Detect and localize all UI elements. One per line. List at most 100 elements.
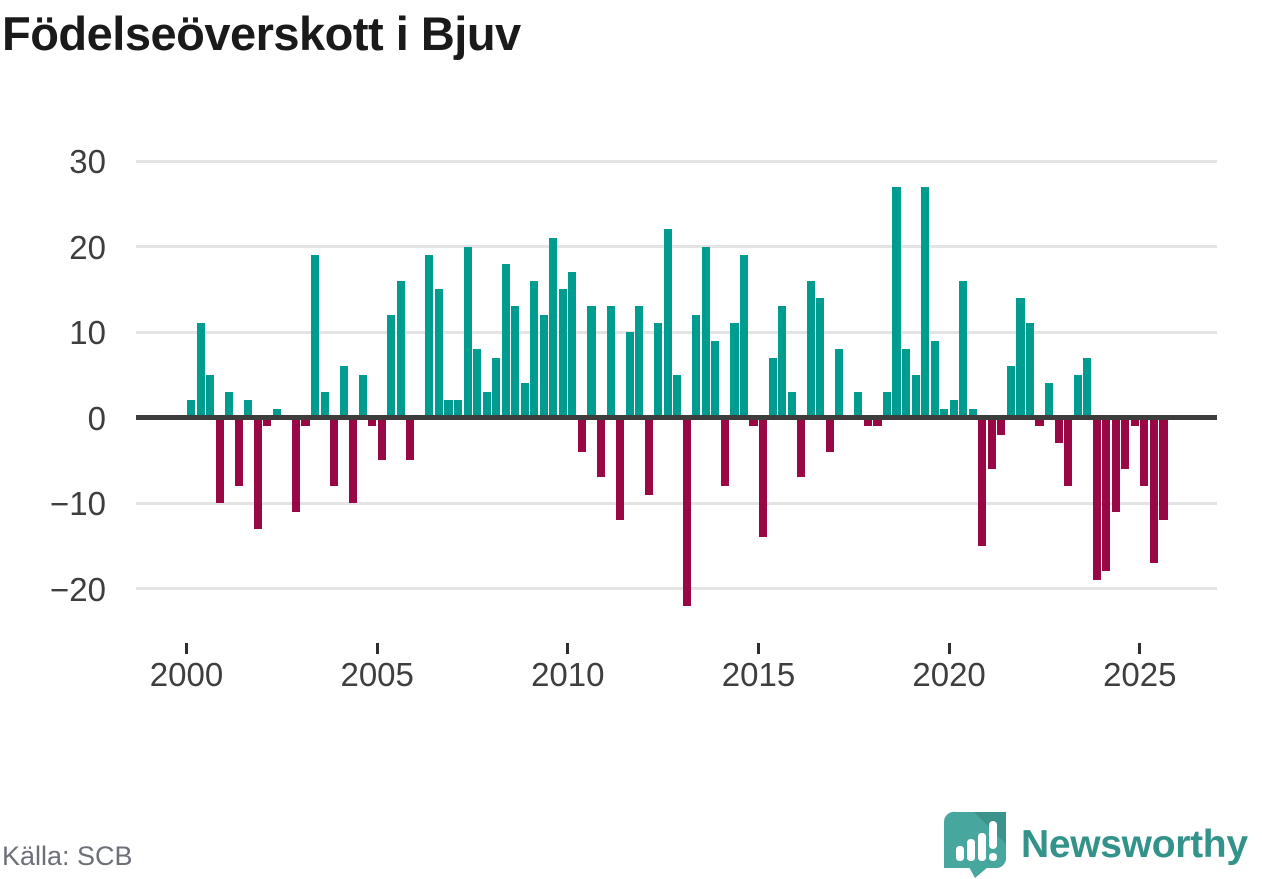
- bar-positive: [940, 408, 949, 418]
- y-axis-label: 0: [87, 399, 106, 437]
- x-axis-tick: [1138, 643, 1142, 654]
- bar-positive: [1006, 366, 1015, 418]
- x-axis-label: 2005: [340, 656, 414, 693]
- bar-positive: [835, 349, 844, 418]
- bar-positive: [225, 391, 234, 418]
- bar-positive: [492, 357, 501, 418]
- x-axis-tick: [757, 643, 760, 654]
- bar-positive: [1016, 297, 1025, 418]
- bar-positive: [272, 408, 281, 418]
- bar-positive: [206, 374, 215, 418]
- x-axis-label: 2020: [912, 656, 986, 693]
- bar-negative: [1035, 417, 1044, 427]
- bar-negative: [759, 417, 768, 538]
- bar-negative: [330, 417, 339, 486]
- x-axis-tick: [947, 643, 951, 654]
- bar-positive: [921, 186, 930, 418]
- bar-negative: [1130, 417, 1139, 427]
- bar-positive: [778, 306, 787, 418]
- bar-negative: [720, 417, 729, 486]
- bar-positive: [530, 280, 539, 418]
- newsworthy-logo: Newsworthy: [944, 810, 1248, 879]
- bar-negative: [1111, 417, 1120, 512]
- grid-line: [136, 159, 1217, 163]
- bar-positive: [711, 340, 720, 418]
- bar-negative: [253, 417, 262, 529]
- bar-positive: [387, 314, 396, 418]
- bar-positive: [558, 289, 567, 418]
- grid-line: [136, 330, 1217, 334]
- bar-positive: [730, 323, 739, 418]
- bar-positive: [320, 391, 329, 418]
- y-axis-label: 20: [69, 228, 106, 266]
- bar-positive: [310, 255, 320, 418]
- bar-negative: [987, 417, 996, 469]
- bar-negative: [1064, 417, 1073, 486]
- bar-negative: [616, 417, 625, 521]
- bar-positive: [196, 323, 205, 418]
- bar-positive: [625, 332, 634, 418]
- bar-positive: [739, 255, 749, 418]
- x-axis-label: 2025: [1103, 656, 1177, 693]
- x-axis-label: 2010: [531, 656, 605, 693]
- bar-positive: [520, 383, 529, 418]
- y-axis-label: 10: [69, 314, 106, 351]
- bar-positive: [902, 349, 911, 418]
- bar-positive: [1045, 383, 1054, 418]
- bar-positive: [539, 314, 548, 418]
- bar-negative: [263, 417, 272, 427]
- bar-negative: [596, 417, 606, 478]
- bar-positive: [930, 340, 939, 418]
- bar-positive: [339, 366, 348, 418]
- bar-negative: [863, 417, 872, 427]
- bar-positive: [606, 306, 615, 418]
- bar-negative: [215, 417, 224, 503]
- bar-negative: [978, 417, 987, 546]
- bar-positive: [1025, 323, 1035, 418]
- bar-positive: [663, 229, 672, 418]
- bar-positive: [244, 400, 253, 418]
- chart-title: Födelseöverskott i Bjuv: [2, 7, 521, 60]
- bar-negative: [1121, 417, 1130, 469]
- bar-positive: [816, 297, 825, 418]
- bar-positive: [635, 306, 644, 418]
- bar-positive: [434, 289, 444, 418]
- bar-positive: [501, 263, 510, 418]
- bar-positive: [1083, 357, 1092, 418]
- bar-positive: [568, 272, 577, 418]
- y-axis-label: −20: [50, 570, 106, 608]
- newsworthy-logo-icon: [944, 811, 1006, 878]
- bar-negative: [301, 417, 310, 427]
- y-axis-label: 30: [69, 143, 106, 180]
- bar-positive: [854, 391, 863, 418]
- bar-negative: [797, 417, 806, 478]
- bar-positive: [1073, 374, 1082, 418]
- bar-negative: [997, 417, 1006, 435]
- bar-positive: [463, 246, 472, 418]
- bar-negative: [873, 417, 882, 427]
- newsworthy-wordmark: Newsworthy: [1021, 823, 1248, 866]
- bar-positive: [882, 391, 892, 418]
- bar-positive: [473, 349, 482, 418]
- bar-positive: [949, 400, 958, 418]
- bar-negative: [749, 417, 758, 427]
- bar-negative: [1102, 417, 1111, 572]
- bar-negative: [291, 417, 301, 512]
- bar-negative: [1149, 417, 1158, 563]
- grid-line: [136, 587, 1217, 590]
- bar-negative: [406, 417, 415, 461]
- bar-negative: [377, 417, 386, 461]
- x-axis-tick: [375, 643, 379, 654]
- grid-line: [136, 501, 1217, 505]
- bar-positive: [787, 391, 796, 418]
- bar-positive: [358, 374, 367, 418]
- zero-axis-line: [136, 415, 1217, 420]
- bar-negative: [368, 417, 377, 427]
- source-note: Källa: SCB: [2, 841, 133, 871]
- x-axis-label: 2000: [149, 656, 224, 693]
- bar-positive: [425, 255, 434, 418]
- x-axis-tick: [185, 643, 188, 654]
- bar-negative: [1159, 417, 1168, 521]
